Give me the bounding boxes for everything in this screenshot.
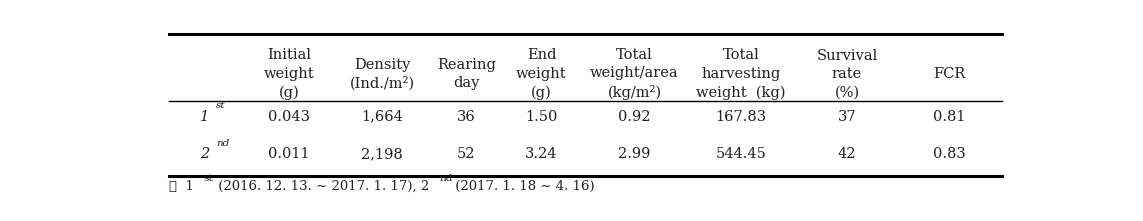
- Text: (2016. 12. 13. ∼ 2017. 1. 17), 2: (2016. 12. 13. ∼ 2017. 1. 17), 2: [214, 180, 429, 193]
- Text: st: st: [203, 174, 213, 183]
- Text: End
weight
(g): End weight (g): [517, 48, 567, 100]
- Text: 0.92: 0.92: [618, 110, 650, 124]
- Text: FCR: FCR: [933, 67, 965, 81]
- Text: 1: 1: [200, 110, 209, 124]
- Text: Survival
rate
(%): Survival rate (%): [816, 49, 878, 100]
- Text: 1.50: 1.50: [526, 110, 558, 124]
- Text: 42: 42: [838, 147, 856, 161]
- Text: 3.24: 3.24: [526, 147, 558, 161]
- Text: 0.81: 0.81: [933, 110, 965, 124]
- Text: Total
weight/area
(kg/m²): Total weight/area (kg/m²): [590, 48, 679, 100]
- Text: 167.83: 167.83: [716, 110, 766, 124]
- Text: Total
harvesting
weight  (kg): Total harvesting weight (kg): [696, 48, 785, 100]
- Text: ※  1: ※ 1: [169, 180, 194, 193]
- Text: 2.99: 2.99: [618, 147, 650, 161]
- Text: 544.45: 544.45: [716, 147, 766, 161]
- Text: 52: 52: [457, 147, 475, 161]
- Text: 0.011: 0.011: [269, 147, 310, 161]
- Text: 1,664: 1,664: [361, 110, 403, 124]
- Text: nd: nd: [440, 174, 453, 183]
- Text: 2,198: 2,198: [361, 147, 403, 161]
- Text: 37: 37: [838, 110, 856, 124]
- Text: 0.043: 0.043: [269, 110, 310, 124]
- Text: (2017. 1. 18 ∼ 4. 16): (2017. 1. 18 ∼ 4. 16): [451, 180, 594, 193]
- Text: Initial
weight
(g): Initial weight (g): [264, 48, 314, 100]
- Text: 0.83: 0.83: [933, 147, 966, 161]
- Text: 2: 2: [200, 147, 209, 161]
- Text: Rearing
day: Rearing day: [437, 58, 496, 90]
- Text: nd: nd: [216, 139, 230, 148]
- Text: st: st: [216, 101, 225, 110]
- Text: 36: 36: [457, 110, 475, 124]
- Text: Density
(Ind./m²): Density (Ind./m²): [350, 58, 415, 91]
